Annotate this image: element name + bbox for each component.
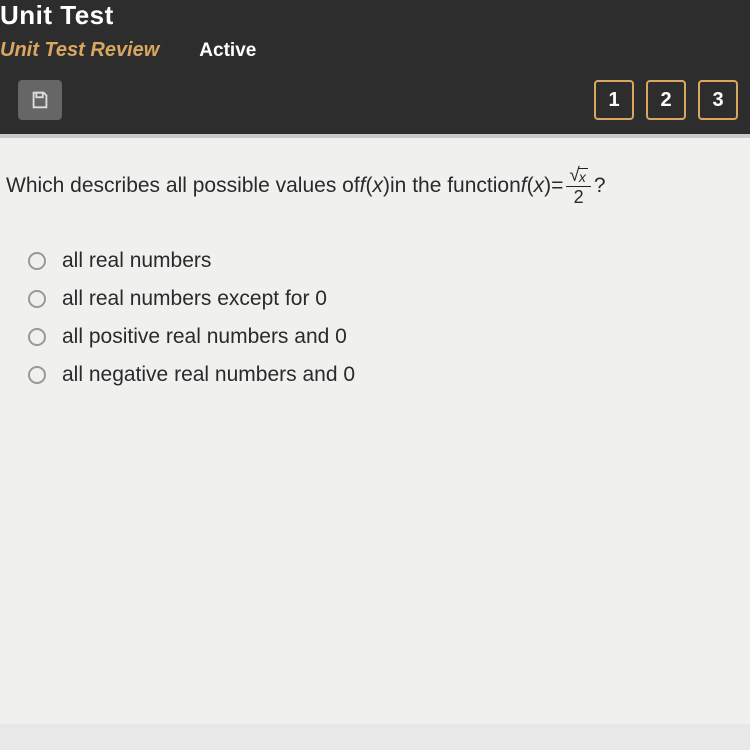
option-3[interactable]: all positive real numbers and 0 [28, 318, 746, 356]
q-prefix: Which describes all possible values of [6, 172, 360, 200]
option-4-label: all negative real numbers and 0 [62, 363, 355, 387]
header-bar: Unit Test Unit Test Review Active 1 2 3 [0, 0, 750, 134]
q-mid: in the function [390, 172, 521, 200]
q-equals: = [551, 172, 563, 200]
denominator: 2 [574, 187, 584, 206]
page-3[interactable]: 3 [698, 80, 738, 120]
sqrt: √ x [569, 166, 587, 185]
numerator: √ x [566, 166, 590, 187]
options-list: all real numbers all real numbers except… [6, 206, 746, 394]
radio-icon [28, 252, 46, 270]
toolbar-row: 1 2 3 [0, 62, 750, 120]
option-2-label: all real numbers except for 0 [62, 287, 327, 311]
tab-row: Unit Test Review Active [0, 37, 750, 62]
page-2[interactable]: 2 [646, 80, 686, 120]
radio-icon [28, 366, 46, 384]
q-fx1: f(x) [360, 172, 390, 200]
content-area: Which describes all possible values of f… [0, 134, 750, 724]
title-row: Unit Test [0, 0, 750, 37]
page-numbers: 1 2 3 [594, 80, 738, 120]
q-fx2: f(x) [521, 172, 551, 200]
save-icon [28, 89, 52, 111]
radio-icon [28, 328, 46, 346]
option-2[interactable]: all real numbers except for 0 [28, 280, 746, 318]
tab-review[interactable]: Unit Test Review [0, 39, 159, 62]
unit-test-title: Unit Test [0, 0, 750, 31]
option-3-label: all positive real numbers and 0 [62, 325, 347, 349]
tool-button[interactable] [18, 80, 62, 120]
option-1[interactable]: all real numbers [28, 242, 746, 280]
tab-active[interactable]: Active [199, 40, 256, 62]
sqrt-arg: x [578, 168, 588, 184]
option-4[interactable]: all negative real numbers and 0 [28, 356, 746, 394]
radio-icon [28, 290, 46, 308]
page-1[interactable]: 1 [594, 80, 634, 120]
fraction: √ x 2 [566, 166, 590, 206]
question-text: Which describes all possible values of f… [6, 166, 746, 206]
q-suffix: ? [594, 172, 606, 200]
option-1-label: all real numbers [62, 249, 211, 273]
